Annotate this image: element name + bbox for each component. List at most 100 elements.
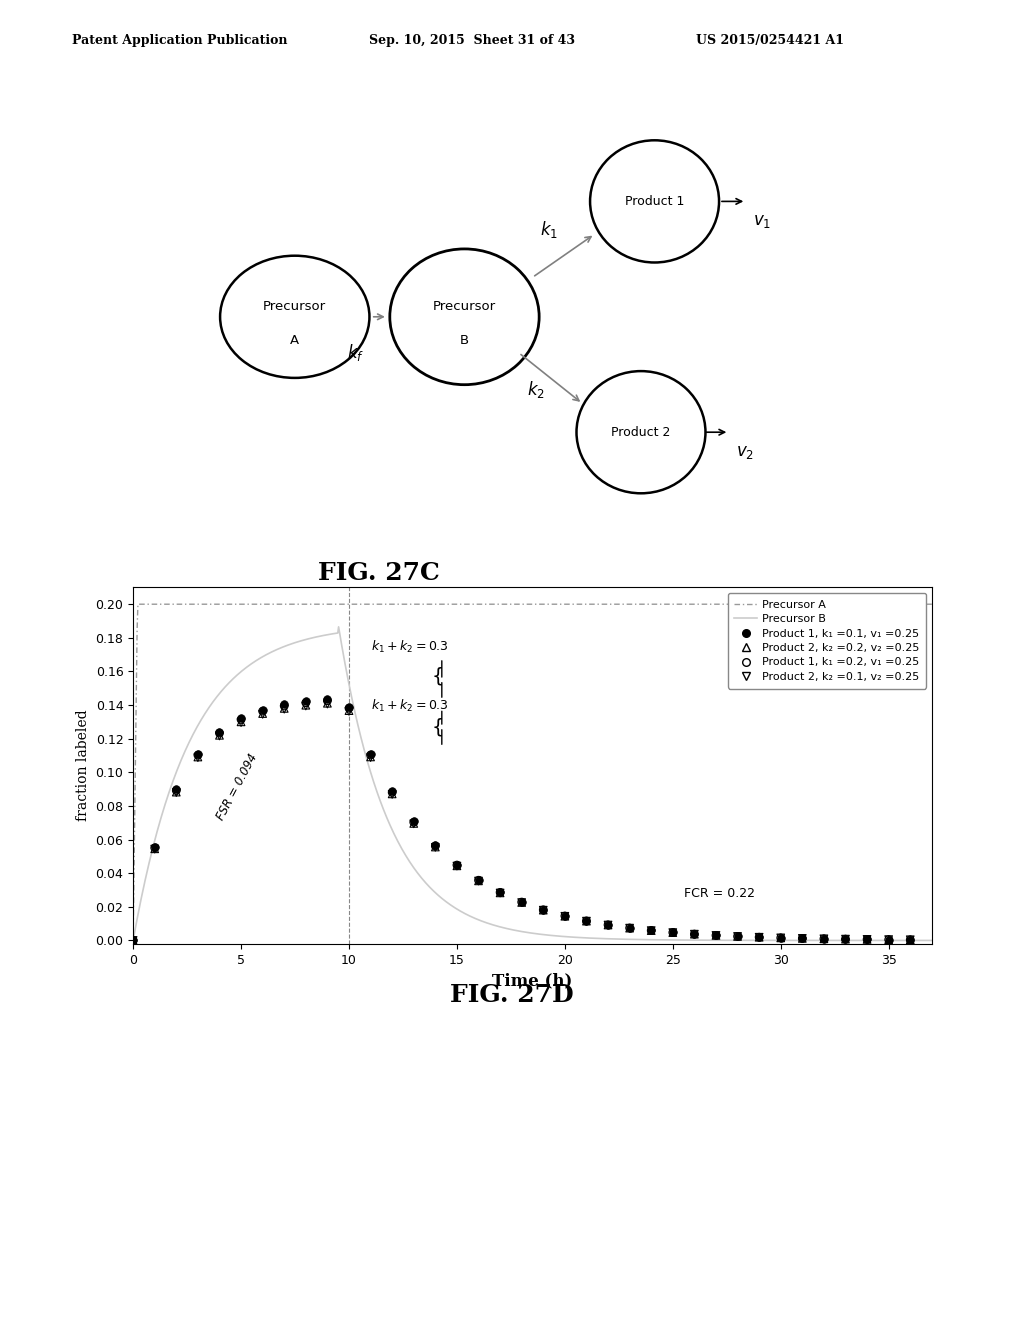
Text: {: { bbox=[431, 718, 443, 737]
Text: Product 2: Product 2 bbox=[611, 426, 671, 438]
Point bbox=[600, 915, 616, 936]
Point bbox=[168, 781, 184, 803]
Point bbox=[579, 911, 595, 932]
Point bbox=[795, 928, 811, 949]
Point bbox=[470, 870, 486, 891]
Point bbox=[729, 925, 745, 946]
Point bbox=[557, 906, 573, 927]
Point bbox=[751, 927, 767, 948]
Point bbox=[492, 882, 508, 903]
Text: $k_1$: $k_1$ bbox=[541, 219, 558, 240]
Point bbox=[211, 726, 227, 747]
Point bbox=[189, 743, 206, 764]
Point bbox=[362, 744, 379, 766]
Point bbox=[622, 917, 638, 939]
Point bbox=[665, 921, 681, 942]
Point bbox=[579, 911, 595, 932]
Text: $k_f$: $k_f$ bbox=[347, 342, 365, 363]
Point bbox=[513, 891, 529, 912]
Text: Precursor: Precursor bbox=[263, 300, 327, 313]
Point bbox=[513, 891, 529, 912]
Point bbox=[384, 783, 400, 804]
Point bbox=[708, 925, 724, 946]
Point bbox=[427, 837, 443, 858]
Point bbox=[232, 711, 249, 733]
Point bbox=[536, 899, 552, 920]
Y-axis label: fraction labeled: fraction labeled bbox=[76, 710, 90, 821]
Point bbox=[859, 929, 876, 950]
Point bbox=[427, 837, 443, 858]
Point bbox=[384, 781, 400, 803]
Point bbox=[427, 834, 443, 855]
Point bbox=[557, 906, 573, 927]
Point bbox=[881, 929, 897, 950]
Point bbox=[189, 744, 206, 766]
Point bbox=[362, 746, 379, 767]
Point bbox=[902, 929, 919, 950]
Point bbox=[319, 693, 336, 714]
Point bbox=[211, 722, 227, 743]
Point bbox=[557, 906, 573, 927]
Point bbox=[902, 929, 919, 950]
Point bbox=[146, 837, 163, 858]
Point bbox=[276, 696, 293, 717]
Point bbox=[686, 924, 702, 945]
Point bbox=[146, 837, 163, 858]
Point bbox=[406, 812, 422, 833]
Point bbox=[557, 906, 573, 927]
X-axis label: Time (h): Time (h) bbox=[493, 972, 572, 989]
Point bbox=[622, 917, 638, 939]
Point bbox=[729, 925, 745, 946]
Point bbox=[816, 928, 833, 949]
Point bbox=[406, 813, 422, 834]
Point bbox=[276, 698, 293, 719]
Point bbox=[708, 925, 724, 946]
Point bbox=[449, 854, 465, 875]
Point bbox=[772, 928, 788, 949]
Point bbox=[772, 928, 788, 949]
Point bbox=[816, 928, 833, 949]
Point bbox=[536, 899, 552, 920]
Point bbox=[341, 698, 357, 719]
Text: FSR = 0.094: FSR = 0.094 bbox=[214, 751, 260, 822]
Point bbox=[838, 928, 854, 949]
Text: $v_1$: $v_1$ bbox=[753, 213, 771, 230]
Point bbox=[816, 928, 833, 949]
Point bbox=[536, 899, 552, 920]
Point bbox=[125, 929, 141, 950]
Text: A: A bbox=[290, 334, 299, 347]
Point bbox=[298, 694, 314, 715]
Point bbox=[125, 929, 141, 950]
Point bbox=[319, 689, 336, 710]
Point bbox=[643, 920, 659, 941]
Point bbox=[470, 870, 486, 891]
Text: FIG. 27C: FIG. 27C bbox=[317, 561, 440, 585]
Point bbox=[319, 693, 336, 714]
Point bbox=[276, 698, 293, 719]
Point bbox=[362, 747, 379, 768]
Point bbox=[881, 929, 897, 950]
Point bbox=[449, 855, 465, 876]
Point bbox=[232, 708, 249, 729]
Point bbox=[859, 929, 876, 950]
Point bbox=[189, 746, 206, 767]
Point bbox=[406, 810, 422, 832]
Point bbox=[470, 870, 486, 891]
Point bbox=[427, 836, 443, 857]
Point bbox=[298, 692, 314, 713]
Point bbox=[729, 925, 745, 946]
Point bbox=[795, 928, 811, 949]
Text: US 2015/0254421 A1: US 2015/0254421 A1 bbox=[696, 34, 845, 48]
Point bbox=[168, 779, 184, 800]
Point bbox=[168, 781, 184, 803]
Point bbox=[665, 921, 681, 942]
Point bbox=[816, 928, 833, 949]
Point bbox=[643, 920, 659, 941]
Text: Precursor: Precursor bbox=[433, 300, 496, 313]
Point bbox=[492, 883, 508, 904]
Point bbox=[751, 927, 767, 948]
Point bbox=[341, 701, 357, 722]
Point bbox=[859, 929, 876, 950]
Point bbox=[859, 929, 876, 950]
Point bbox=[232, 711, 249, 733]
